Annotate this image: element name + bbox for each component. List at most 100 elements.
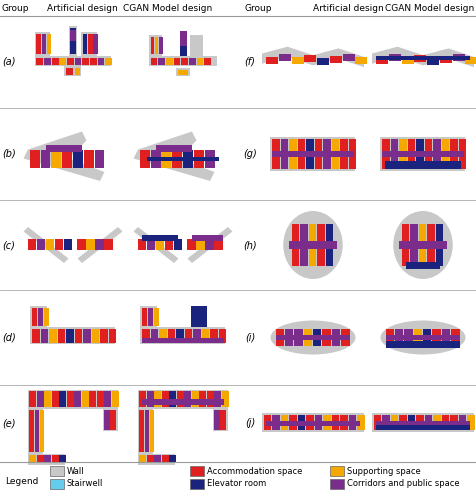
Bar: [376, 421, 469, 426]
Bar: [77, 238, 85, 250]
Bar: [177, 391, 183, 407]
Bar: [174, 238, 182, 250]
Bar: [139, 410, 144, 452]
Bar: [109, 329, 116, 342]
Bar: [83, 329, 90, 342]
Bar: [401, 224, 408, 266]
Bar: [288, 415, 296, 430]
Bar: [294, 329, 302, 346]
Bar: [390, 415, 397, 430]
Bar: [165, 238, 173, 250]
Bar: [340, 329, 349, 346]
Bar: [413, 329, 421, 346]
Bar: [112, 391, 119, 407]
Bar: [38, 308, 43, 326]
Bar: [154, 391, 161, 407]
Bar: [266, 421, 359, 426]
Bar: [60, 455, 66, 463]
Bar: [28, 238, 36, 250]
Bar: [169, 455, 176, 463]
Ellipse shape: [392, 211, 452, 279]
Bar: [91, 329, 99, 342]
Text: Wall: Wall: [67, 466, 84, 475]
Bar: [441, 329, 449, 346]
Bar: [30, 410, 34, 452]
Bar: [64, 66, 81, 76]
Bar: [432, 415, 440, 430]
Bar: [51, 150, 61, 168]
Bar: [348, 415, 356, 430]
Bar: [176, 68, 189, 76]
Bar: [272, 150, 353, 158]
Bar: [299, 224, 307, 266]
Bar: [41, 34, 46, 54]
Bar: [81, 32, 97, 56]
Bar: [432, 138, 440, 170]
Polygon shape: [77, 227, 122, 263]
Bar: [149, 56, 217, 66]
Text: Artificial design: Artificial design: [47, 4, 117, 13]
Bar: [104, 391, 111, 407]
Bar: [342, 54, 354, 61]
Bar: [139, 455, 146, 463]
Ellipse shape: [283, 211, 342, 279]
Bar: [162, 391, 169, 407]
Bar: [183, 150, 192, 168]
Bar: [181, 58, 188, 64]
Bar: [210, 329, 218, 342]
Bar: [385, 341, 459, 347]
Bar: [297, 415, 305, 430]
Bar: [138, 390, 228, 408]
Bar: [47, 34, 51, 54]
Bar: [398, 138, 406, 170]
Bar: [30, 150, 40, 168]
Text: (a): (a): [2, 57, 16, 67]
Bar: [416, 138, 423, 170]
Bar: [62, 150, 72, 168]
Bar: [409, 224, 417, 266]
Bar: [69, 26, 77, 56]
Bar: [184, 329, 192, 342]
Text: Artificial design: Artificial design: [312, 4, 383, 13]
Bar: [314, 138, 322, 170]
Bar: [138, 238, 146, 250]
Bar: [270, 137, 355, 171]
Ellipse shape: [380, 320, 465, 354]
Bar: [66, 68, 73, 74]
Bar: [172, 150, 182, 168]
Bar: [303, 329, 311, 346]
Text: (j): (j): [244, 418, 255, 428]
Bar: [180, 46, 187, 56]
Bar: [458, 415, 466, 430]
Bar: [149, 35, 161, 56]
Bar: [275, 329, 284, 346]
Bar: [150, 58, 157, 64]
Text: Group: Group: [244, 4, 271, 13]
Text: (f): (f): [244, 57, 255, 67]
Bar: [147, 238, 155, 250]
Bar: [280, 415, 288, 430]
Bar: [75, 329, 82, 342]
Bar: [304, 55, 316, 62]
Bar: [280, 138, 288, 170]
Bar: [220, 410, 225, 430]
Polygon shape: [371, 46, 473, 67]
Bar: [381, 415, 389, 430]
Bar: [376, 56, 469, 60]
Bar: [452, 54, 464, 61]
Bar: [193, 150, 203, 168]
Bar: [40, 150, 50, 168]
Bar: [339, 138, 347, 170]
Bar: [278, 54, 290, 61]
Bar: [266, 57, 278, 64]
Bar: [149, 410, 154, 452]
Text: (i): (i): [244, 332, 255, 342]
Bar: [394, 329, 403, 346]
Bar: [75, 58, 81, 64]
Bar: [142, 235, 178, 240]
Bar: [189, 479, 204, 489]
Bar: [288, 138, 296, 170]
Bar: [214, 238, 222, 250]
Text: CGAN Model design: CGAN Model design: [385, 4, 474, 13]
Bar: [70, 30, 75, 41]
